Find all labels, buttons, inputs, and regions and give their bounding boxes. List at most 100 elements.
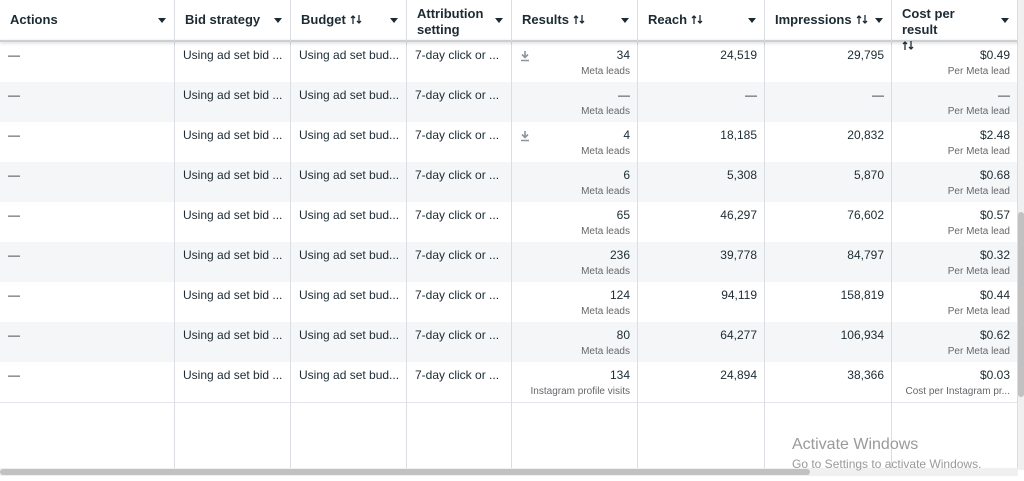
column-header-label: Bid strategy: [185, 12, 261, 27]
download-icon[interactable]: [520, 129, 530, 142]
cell-cost: $0.49: [979, 48, 1010, 62]
column-header[interactable]: Results: [512, 0, 638, 41]
cell-results-type: Meta leads: [581, 186, 630, 197]
cell-impressions: —: [872, 88, 884, 102]
cell-budget: Using ad set bud...: [299, 248, 400, 262]
cell-cost-type: Per Meta lead: [947, 146, 1010, 157]
column-divider: [290, 0, 291, 468]
cell-actions: —: [8, 248, 20, 262]
cell-cost: $0.68: [979, 168, 1010, 182]
sort-icon[interactable]: [350, 14, 362, 25]
cell-reach: 24,894: [720, 368, 757, 382]
cell-results-type: Meta leads: [581, 226, 630, 237]
cell-results-type: Meta leads: [581, 306, 630, 317]
column-menu-caret[interactable]: [621, 18, 629, 23]
cell-impressions: 84,797: [847, 248, 884, 262]
cell-attribution: 7-day click or ...: [415, 248, 500, 262]
row-background: [0, 162, 1018, 202]
column-header[interactable]: Bid strategy: [175, 0, 291, 41]
cell-bid: Using ad set bid ...: [183, 208, 283, 222]
header-shadow: [0, 40, 1018, 42]
cell-budget: Using ad set bud...: [299, 48, 400, 62]
cell-attribution: 7-day click or ...: [415, 368, 500, 382]
cell-attribution: 7-day click or ...: [415, 48, 500, 62]
sort-icon[interactable]: [856, 14, 868, 25]
cell-results-type: Meta leads: [581, 266, 630, 277]
column-header[interactable]: Impressions: [765, 0, 892, 41]
cell-cost: $0.62: [979, 328, 1010, 342]
cell-results-type: Meta leads: [581, 146, 630, 157]
cell-actions: —: [8, 48, 20, 62]
cell-results: 134: [609, 368, 630, 382]
column-header[interactable]: Budget: [291, 0, 407, 41]
cell-cost: $0.03: [979, 368, 1010, 382]
cell-reach: 5,308: [726, 168, 757, 182]
column-header[interactable]: Reach: [638, 0, 765, 41]
column-divider: [891, 0, 892, 468]
cell-cost-type: Cost per Instagram pr...: [905, 386, 1011, 397]
cell-impressions: 29,795: [847, 48, 884, 62]
column-header-label: Reach: [648, 12, 688, 27]
row-background: [0, 322, 1018, 362]
column-menu-caret[interactable]: [390, 18, 398, 23]
cell-bid: Using ad set bid ...: [183, 168, 283, 182]
column-header[interactable]: Actions: [0, 0, 175, 41]
sort-icon[interactable]: [573, 14, 585, 25]
cell-results-type: Instagram profile visits: [530, 386, 630, 397]
cell-actions: —: [8, 288, 20, 302]
cell-attribution: 7-day click or ...: [415, 128, 500, 142]
column-header[interactable]: Attribution setting: [407, 0, 512, 41]
cell-cost: $0.32: [979, 248, 1010, 262]
cell-results: 124: [609, 288, 630, 302]
column-divider: [637, 0, 638, 468]
cell-cost-type: Per Meta lead: [947, 346, 1010, 357]
column-menu-caret[interactable]: [495, 18, 503, 23]
cell-budget: Using ad set bud...: [299, 168, 400, 182]
column-menu-caret[interactable]: [875, 18, 883, 23]
cell-attribution: 7-day click or ...: [415, 168, 500, 182]
column-menu-caret[interactable]: [748, 18, 756, 23]
cell-budget: Using ad set bud...: [299, 88, 400, 102]
cell-cost: $0.44: [979, 288, 1010, 302]
horizontal-scroll-thumb[interactable]: [0, 469, 810, 475]
cell-reach: 46,297: [720, 208, 757, 222]
cell-reach: 64,277: [720, 328, 757, 342]
cell-impressions: 20,832: [847, 128, 884, 142]
column-menu-caret[interactable]: [1001, 18, 1009, 23]
cell-cost-type: Per Meta lead: [947, 186, 1010, 197]
rows-end-line: [0, 402, 1018, 403]
cell-results: —: [618, 88, 630, 102]
cell-cost-type: Per Meta lead: [947, 106, 1010, 117]
cell-cost-type: Per Meta lead: [947, 226, 1010, 237]
download-icon[interactable]: [520, 49, 530, 62]
column-divider: [511, 0, 512, 468]
cell-impressions: 158,819: [840, 288, 884, 302]
cell-results-type: Meta leads: [581, 346, 630, 357]
row-background: [0, 282, 1018, 322]
row-background: [0, 122, 1018, 162]
sort-icon[interactable]: [902, 40, 914, 51]
cell-cost-type: Per Meta lead: [947, 306, 1010, 317]
column-menu-caret[interactable]: [158, 18, 166, 23]
cell-attribution: 7-day click or ...: [415, 288, 500, 302]
cell-actions: —: [8, 128, 20, 142]
row-background: [0, 242, 1018, 282]
cell-attribution: 7-day click or ...: [415, 328, 500, 342]
row-background: [0, 42, 1018, 82]
row-background: [0, 202, 1018, 242]
cell-impressions: 5,870: [853, 168, 884, 182]
cell-cost: $0.57: [979, 208, 1010, 222]
cell-actions: —: [8, 328, 20, 342]
vertical-scroll-thumb[interactable]: [1018, 212, 1024, 397]
cell-impressions: 106,934: [840, 328, 884, 342]
sort-icon[interactable]: [691, 14, 703, 25]
cell-cost-type: Per Meta lead: [947, 266, 1010, 277]
cell-budget: Using ad set bud...: [299, 368, 400, 382]
cell-reach: 94,119: [721, 288, 757, 302]
column-divider: [1017, 0, 1018, 468]
column-header[interactable]: Cost per result: [892, 0, 1018, 50]
column-divider: [406, 0, 407, 468]
column-header-label: Actions: [10, 12, 58, 27]
column-menu-caret[interactable]: [274, 18, 282, 23]
